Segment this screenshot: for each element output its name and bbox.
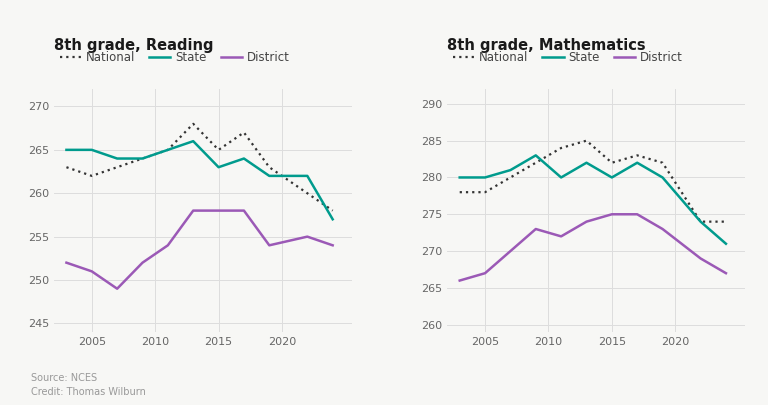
Text: 8th grade, Mathematics: 8th grade, Mathematics: [447, 38, 646, 53]
Legend: National, State, District: National, State, District: [453, 51, 683, 64]
Text: Source: NCES
Credit: Thomas Wilburn: Source: NCES Credit: Thomas Wilburn: [31, 373, 146, 397]
Legend: National, State, District: National, State, District: [60, 51, 290, 64]
Text: 8th grade, Reading: 8th grade, Reading: [54, 38, 214, 53]
